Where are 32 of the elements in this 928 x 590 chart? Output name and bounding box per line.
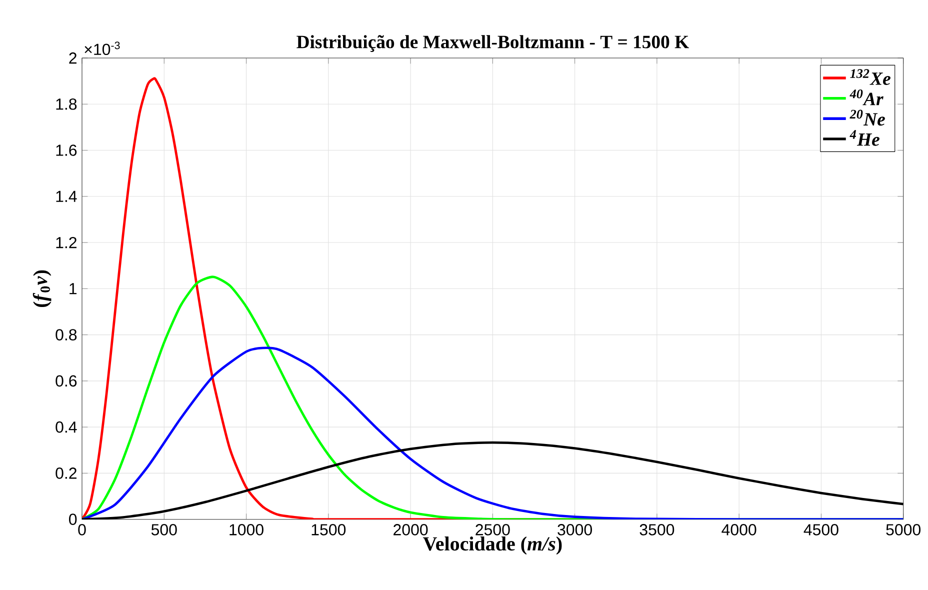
y-tick-label: 1.6 [56, 144, 77, 156]
x-axis-title: Velocidade (m/s) [422, 536, 562, 555]
y-tick-label: 0.2 [56, 468, 76, 479]
line-series [82, 441, 904, 520]
x-tick-label: 5000 [886, 524, 921, 536]
x-tick-label: 1500 [312, 524, 346, 536]
legend-label: $^{20}$Ne [850, 110, 885, 126]
x-tick-label: 2500 [476, 524, 510, 536]
x-tick-label: 1000 [230, 524, 264, 536]
x-tick-label: 3500 [640, 524, 674, 536]
legend-label: $^{4}$He [850, 130, 880, 146]
x-tick-label: 3000 [558, 524, 592, 536]
line-series [82, 346, 904, 520]
y-tick-label: 0.8 [56, 329, 77, 340]
y-tick-label: 1 [70, 283, 77, 294]
chart-title: Distribuição de Maxwell-Boltzmann - T = 1500 K [296, 35, 689, 52]
y-tick-label: 1.8 [56, 98, 77, 110]
text: ×10$^{-3}$ [84, 42, 120, 56]
y-axis-title: (f$_{0}$v) [32, 270, 52, 307]
x-tick-label: 2000 [394, 524, 428, 536]
legend-label: $^{132}$Xe [850, 69, 890, 85]
y-tick-label: 1.4 [56, 190, 77, 202]
x-tick-label: 500 [151, 524, 177, 536]
y-tick-label: 1.2 [56, 236, 76, 248]
x-tick-label: 0 [78, 524, 86, 536]
y-tick-label: 0.4 [56, 421, 77, 433]
x-tick-label: 4500 [804, 524, 838, 536]
y-tick-label: 0 [69, 514, 77, 525]
y-tick-label: 0.6 [56, 375, 77, 387]
y-tick-label: 2 [69, 52, 76, 64]
x-tick-label: 4000 [722, 524, 756, 536]
legend-label: $^{40}$Ar [850, 89, 884, 106]
